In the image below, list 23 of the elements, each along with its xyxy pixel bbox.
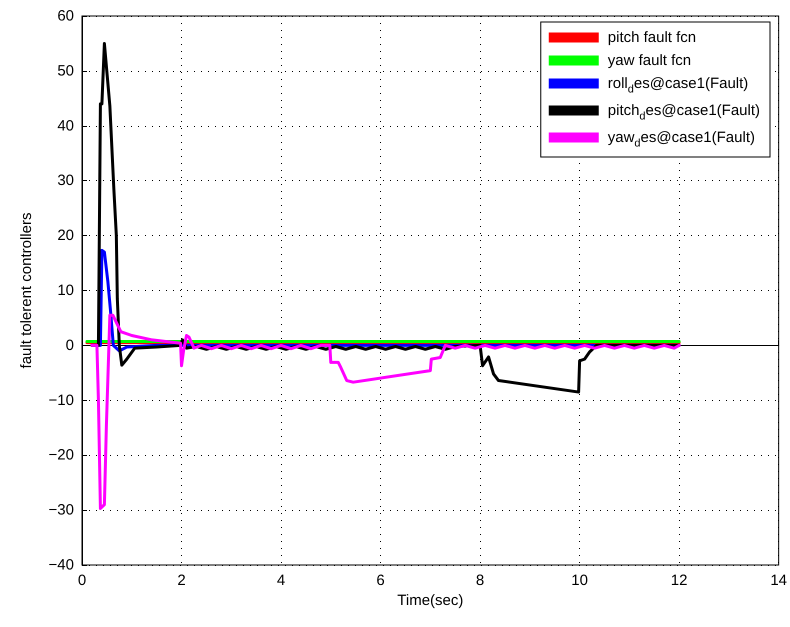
y-tick-label: −20 [48, 446, 74, 464]
x-tick-label: 0 [78, 572, 86, 589]
y-tick-label: 20 [57, 227, 74, 244]
y-tick-label: 30 [57, 172, 74, 190]
y-tick-label: −10 [48, 392, 74, 409]
y-tick-label: −30 [48, 502, 74, 519]
y-tick-label: 40 [57, 117, 74, 134]
legend-label: yaw fault fcn [608, 52, 692, 69]
x-tick-label: 6 [376, 572, 385, 589]
x-axis-title: Time(sec) [397, 592, 464, 609]
x-tick-label: 10 [571, 572, 588, 589]
legend-label: pitch fault fcn [608, 29, 696, 46]
x-tick-label: 4 [276, 572, 286, 589]
x-tick-label: 14 [770, 572, 787, 589]
x-tick-label: 8 [476, 572, 484, 589]
x-tick-label: 12 [670, 572, 688, 589]
y-axis-title: fault tolerent controllers [18, 212, 35, 368]
x-tick-label: 2 [177, 572, 186, 589]
y-tick-label: 10 [57, 282, 74, 299]
y-tick-label: −40 [48, 556, 74, 574]
y-tick-label: 60 [57, 8, 74, 24]
y-tick-label: 50 [57, 62, 74, 80]
y-tick-label: 0 [66, 336, 74, 354]
